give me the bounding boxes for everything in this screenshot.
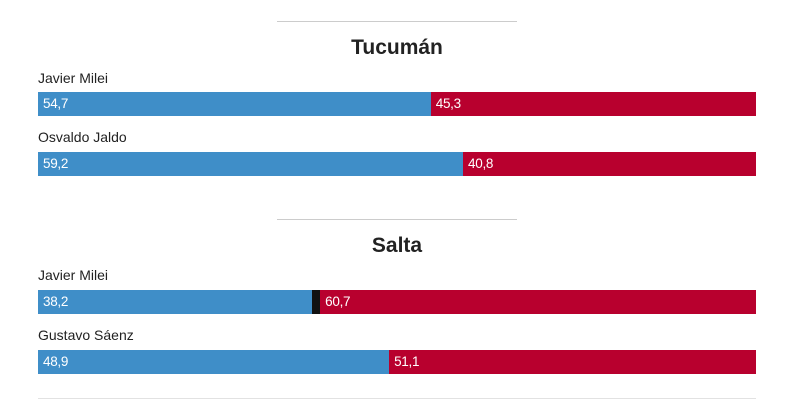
bar-segment-other [312, 290, 321, 314]
candidate-label: Javier Milei [38, 70, 109, 86]
bar-segment-first: 59,2 [38, 152, 464, 176]
bar-segment-first: 54,7 [38, 92, 431, 116]
data-label: 60,7 [325, 294, 351, 309]
candidate-label: Javier Milei [38, 267, 109, 283]
stacked-bar: 48,9 51,1 [38, 350, 756, 374]
bar-segment-second: 51,1 [389, 350, 756, 374]
stacked-bar: 59,2 40,8 [38, 152, 756, 176]
region-title: Tucumán [351, 36, 443, 59]
bar-segment-second: 60,7 [320, 290, 756, 314]
section-divider [277, 21, 517, 22]
region-title: Salta [371, 234, 423, 257]
bar-segment-first: 48,9 [38, 350, 390, 374]
stacked-bar: 38,2 60,7 [38, 290, 756, 314]
bar-segment-first: 38,2 [38, 290, 313, 314]
stacked-bar: 54,7 45,3 [38, 92, 756, 116]
data-label: 45,3 [435, 96, 461, 111]
candidate-label: Gustavo Sáenz [38, 327, 134, 343]
data-label: 59,2 [43, 156, 69, 171]
bottom-divider [38, 398, 756, 399]
section-divider [277, 219, 517, 220]
candidate-label: Osvaldo Jaldo [38, 129, 127, 145]
bar-segment-second: 40,8 [463, 152, 756, 176]
data-label: 38,2 [43, 294, 69, 309]
data-label: 51,1 [394, 354, 420, 369]
bar-segment-second: 45,3 [430, 92, 756, 116]
data-label: 54,7 [43, 96, 69, 111]
data-label: 40,8 [468, 156, 494, 171]
data-label: 48,9 [43, 354, 69, 369]
